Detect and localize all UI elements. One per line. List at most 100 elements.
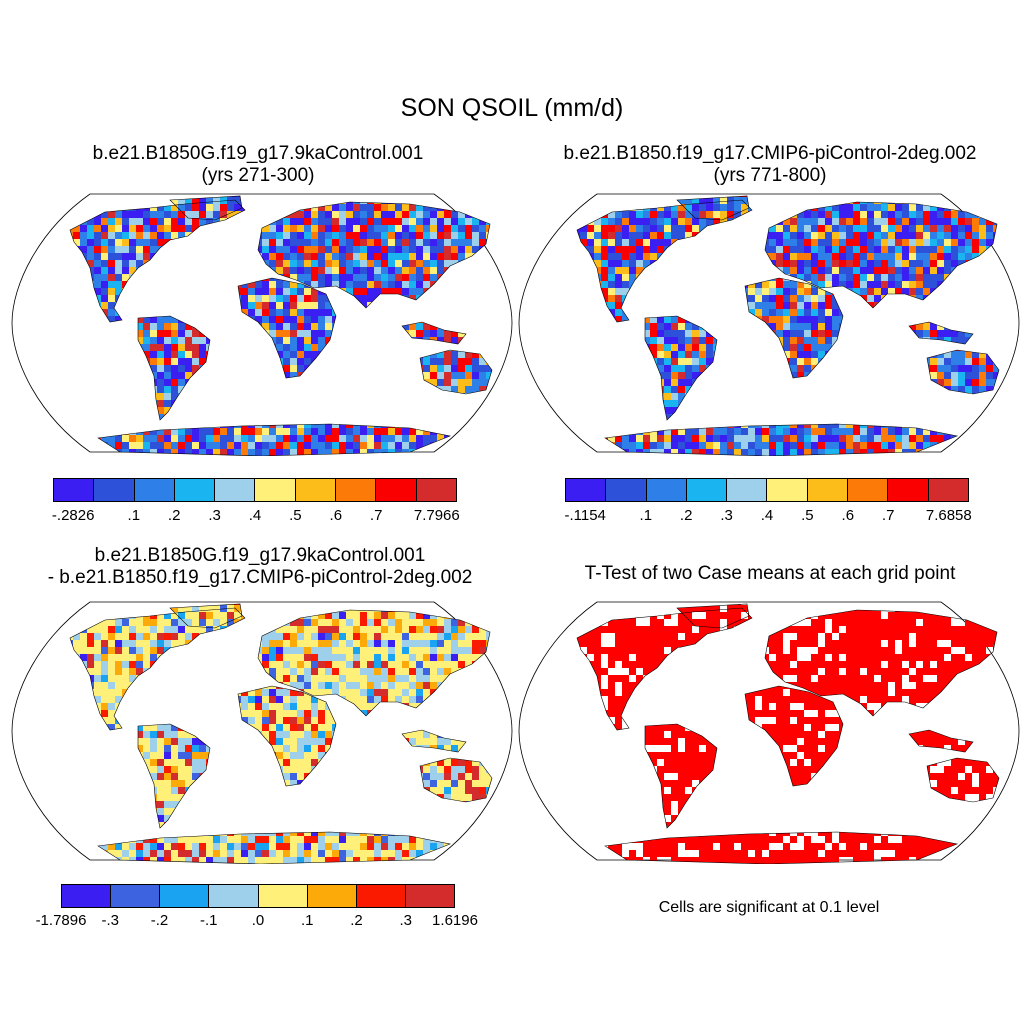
panel-3-colorbar <box>61 884 455 908</box>
antarctica-outline <box>97 423 452 456</box>
colorbar-swatch <box>376 479 417 501</box>
significance-note: Cells are significant at 0.1 level <box>658 899 880 916</box>
indonesia-outline <box>908 729 974 753</box>
panel-4-map <box>517 598 1021 864</box>
colorbar-swatch <box>807 479 849 501</box>
australia-outline <box>926 349 1000 395</box>
australia-outline <box>419 757 493 803</box>
panel-1-title-line-2: (yrs 271-300) <box>201 165 315 186</box>
colorbar-swatch <box>336 479 377 501</box>
colorbar-tick-label: -.1154 <box>564 507 606 524</box>
panel-3-title: b.e21.B1850G.f19_g17.9kaControl.001 - b.… <box>0 545 520 589</box>
antarctica-outline <box>604 831 959 864</box>
indonesia-outline <box>401 321 467 345</box>
colorbar-tick-label: -.3 <box>101 912 120 929</box>
colorbar-tick-label: -.2 <box>150 912 169 929</box>
colorbar-tick-label: .3 <box>208 507 221 524</box>
panel-4-title-line-1: T-Test of two Case means at each grid po… <box>584 563 956 584</box>
panel-1-title-line-1: b.e21.B1850G.f19_g17.9kaControl.001 <box>92 143 424 164</box>
colorbar-swatch <box>134 479 175 501</box>
australia-outline <box>419 349 493 395</box>
colorbar-tick-label: -1.7896 <box>35 912 87 929</box>
antarctica-outline <box>97 831 452 864</box>
europe-asia-outline <box>257 201 491 309</box>
colorbar-tick-label: .5 <box>289 507 302 524</box>
africa-outline <box>237 277 337 379</box>
colorbar-swatch <box>174 479 216 501</box>
colorbar-swatch <box>686 479 728 501</box>
colorbar-tick-label: .4 <box>760 507 774 524</box>
panel-2-title: b.e21.B1850.f19_g17.CMIP6-piControl-2deg… <box>510 143 1024 187</box>
colorbar-tick-label: -.1 <box>199 912 218 929</box>
panel-2-title-line-1: b.e21.B1850.f19_g17.CMIP6-piControl-2deg… <box>563 143 977 164</box>
panel-1-title: b.e21.B1850G.f19_g17.9kaControl.001 (yrs… <box>28 143 488 187</box>
colorbar-swatch <box>54 479 95 501</box>
colorbar-tick-label: .2 <box>350 912 363 929</box>
panel-1-colorbar <box>53 478 457 502</box>
colorbar-tick-label: .2 <box>679 507 693 524</box>
colorbar-tick-label: .0 <box>251 912 265 929</box>
panel-3-colorbar-ticks: -1.7896 -.3 -.2 -.1 .0 .1 .2 .3 1.6196 <box>36 912 478 932</box>
africa-outline <box>744 277 844 379</box>
panel-2-colorbar-ticks: -.1154 .1 .2 .3 .4 .5 .6 .7 7.6858 <box>564 507 972 527</box>
africa-outline <box>237 685 337 787</box>
panel-1-colorbar-ticks: -.2826 .1 .2 .3 .4 .5 .6 .7 7.7966 <box>51 507 460 527</box>
panel-3-title-line-2: - b.e21.B1850.f19_g17.CMIP6-piControl-2d… <box>47 567 473 588</box>
europe-asia-outline <box>764 201 998 309</box>
colorbar-tick-label: .3 <box>720 507 733 524</box>
colorbar-swatch <box>646 479 687 501</box>
antarctica-outline <box>604 423 959 456</box>
greenland-outline <box>169 603 243 629</box>
greenland-outline <box>169 195 243 221</box>
colorbar-swatch <box>62 885 112 907</box>
colorbar-swatch <box>727 479 768 501</box>
colorbar-swatch <box>94 479 135 501</box>
indonesia-outline <box>401 729 467 753</box>
colorbar-tick-label: -.2826 <box>51 507 95 524</box>
panel-3-title-line-1: b.e21.B1850G.f19_g17.9kaControl.001 <box>94 545 426 566</box>
colorbar-tick-label: .5 <box>801 507 814 524</box>
colorbar-tick-label: .7 <box>369 507 383 524</box>
colorbar-swatch <box>405 885 454 907</box>
colorbar-tick-label: .6 <box>329 507 343 524</box>
panel-2-map <box>517 190 1021 456</box>
colorbar-swatch <box>111 885 161 907</box>
panel-2-title-line-2: (yrs 771-800) <box>713 165 827 186</box>
colorbar-swatch <box>209 885 259 907</box>
colorbar-tick-label: 7.7966 <box>413 507 460 524</box>
indonesia-outline <box>908 321 974 345</box>
colorbar-swatch <box>928 479 968 501</box>
north-america-outline <box>69 607 246 731</box>
australia-outline <box>926 757 1000 803</box>
colorbar-tick-label: .1 <box>300 912 314 929</box>
colorbar-tick-label: 7.6858 <box>925 507 972 524</box>
north-america-outline <box>576 607 753 731</box>
colorbar-swatch <box>258 885 308 907</box>
colorbar-swatch <box>215 479 256 501</box>
europe-asia-outline <box>764 609 998 717</box>
colorbar-tick-label: .7 <box>881 507 895 524</box>
panel-1-map <box>10 190 514 456</box>
colorbar-tick-label: .2 <box>167 507 181 524</box>
colorbar-swatch <box>566 479 607 501</box>
panel-3-map <box>10 598 514 864</box>
colorbar-tick-label: .3 <box>399 912 413 929</box>
colorbar-swatch <box>767 479 808 501</box>
europe-asia-outline <box>257 609 491 717</box>
colorbar-swatch <box>848 479 889 501</box>
panel-4-title: T-Test of two Case means at each grid po… <box>510 563 1024 585</box>
colorbar-swatch <box>888 479 929 501</box>
colorbar-swatch <box>255 479 296 501</box>
greenland-outline <box>676 195 750 221</box>
colorbar-swatch <box>416 479 456 501</box>
colorbar-tick-label: .1 <box>127 507 141 524</box>
colorbar-tick-label: 1.6196 <box>432 912 478 929</box>
colorbar-swatch <box>307 885 357 907</box>
africa-outline <box>744 685 844 787</box>
greenland-outline <box>676 603 750 629</box>
north-america-outline <box>69 199 246 323</box>
colorbar-tick-label: .6 <box>841 507 855 524</box>
south-america-outline <box>137 723 211 829</box>
colorbar-swatch <box>356 885 406 907</box>
colorbar-swatch <box>160 885 210 907</box>
